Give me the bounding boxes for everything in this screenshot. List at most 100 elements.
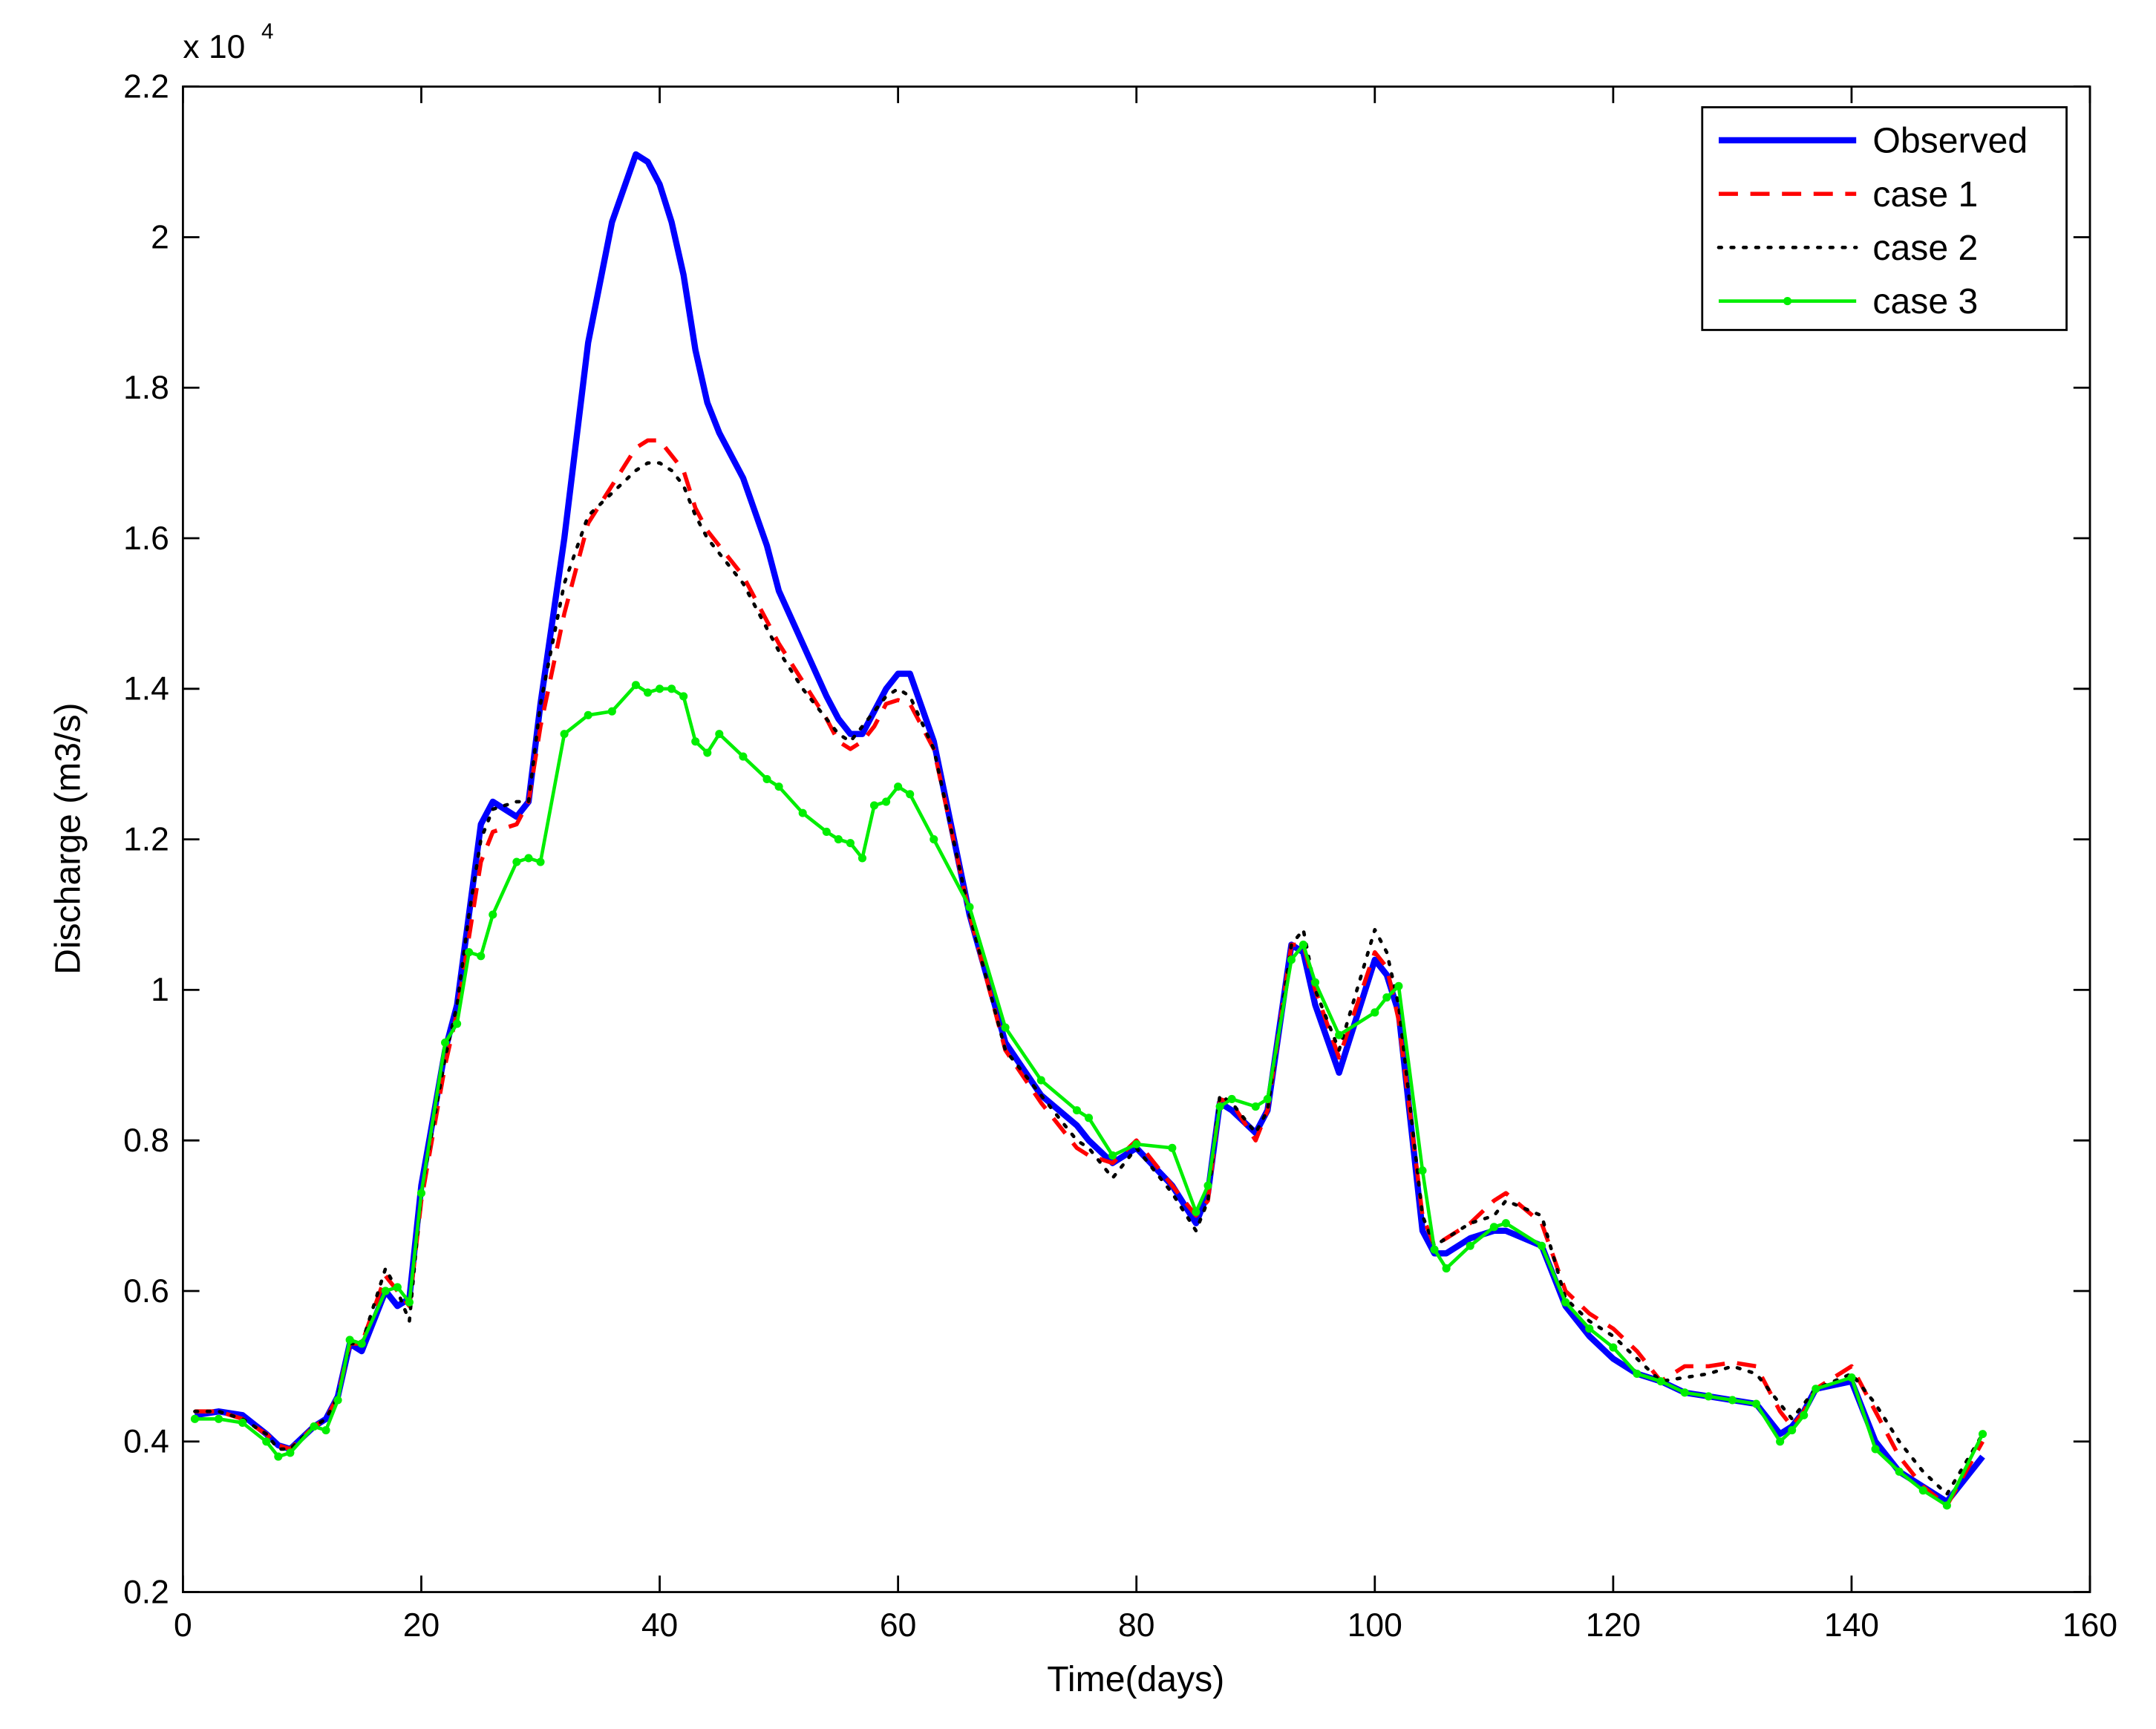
data-point: [1394, 981, 1403, 990]
data-point: [1227, 1094, 1236, 1103]
x-tick-label: 60: [880, 1607, 916, 1644]
y-multiplier-exponent: 4: [261, 19, 273, 44]
data-point: [286, 1448, 295, 1457]
data-point: [1633, 1369, 1642, 1379]
data-point: [1537, 1241, 1546, 1250]
data-point: [1430, 1245, 1439, 1254]
data-point: [1656, 1377, 1665, 1386]
data-point: [1680, 1388, 1689, 1397]
y-tick-label: 2.2: [123, 68, 169, 105]
data-point: [1168, 1143, 1177, 1152]
data-point: [1918, 1486, 1927, 1495]
data-point: [214, 1414, 223, 1423]
x-tick-label: 0: [174, 1607, 192, 1644]
data-point: [524, 854, 533, 863]
data-point: [798, 808, 807, 817]
y-tick-label: 1: [151, 972, 169, 1008]
x-tick-label: 140: [1824, 1607, 1879, 1644]
y-tick-label: 0.6: [123, 1273, 169, 1310]
data-point: [715, 730, 724, 739]
data-point: [262, 1437, 271, 1446]
legend-label: case 3: [1872, 281, 1978, 321]
x-tick-label: 40: [641, 1607, 678, 1644]
data-point: [489, 910, 497, 919]
data-point: [1812, 1385, 1820, 1393]
data-point: [1442, 1264, 1451, 1273]
legend-marker: [1783, 297, 1792, 306]
data-point: [1489, 1223, 1498, 1232]
data-point: [1310, 978, 1320, 987]
y-axis-label: Discharge (m3/s): [48, 702, 88, 974]
data-point: [1751, 1399, 1761, 1408]
data-point: [739, 752, 748, 761]
data-point: [1084, 1114, 1094, 1122]
data-point: [1609, 1343, 1618, 1352]
data-point: [1192, 1207, 1200, 1217]
data-point: [679, 692, 688, 701]
data-point: [477, 952, 486, 961]
data-point: [1585, 1324, 1594, 1333]
x-axis-label: Time(days): [1047, 1659, 1224, 1699]
y-tick-label: 0.4: [123, 1424, 169, 1460]
data-point: [1871, 1445, 1880, 1454]
data-point: [190, 1414, 199, 1423]
data-point: [858, 854, 867, 863]
data-point: [1776, 1437, 1785, 1446]
data-point: [930, 835, 938, 844]
data-point: [1704, 1392, 1713, 1401]
data-point: [381, 1287, 390, 1295]
data-point: [846, 839, 855, 848]
data-point: [1251, 1102, 1260, 1111]
data-point: [1108, 1151, 1117, 1160]
data-point: [869, 801, 879, 810]
data-point: [906, 790, 915, 799]
data-point: [1215, 1102, 1224, 1111]
data-point: [1203, 1181, 1212, 1190]
data-point: [453, 1019, 462, 1028]
legend-box: [1701, 106, 2068, 331]
data-point: [1371, 1008, 1379, 1017]
data-point: [607, 707, 616, 716]
x-tick-label: 120: [1586, 1607, 1641, 1644]
y-tick-label: 0.2: [123, 1574, 169, 1610]
data-point: [1978, 1430, 1987, 1439]
plot-frame: [181, 85, 2091, 1593]
y-tick-label: 1.8: [123, 370, 169, 406]
data-point: [1298, 941, 1308, 950]
data-point: [321, 1425, 330, 1435]
data-point: [1335, 1030, 1344, 1039]
data-point: [584, 710, 592, 719]
y-tick-label: 1.2: [123, 821, 169, 857]
data-point: [465, 948, 474, 957]
data-point: [1728, 1396, 1737, 1405]
data-point: [238, 1418, 247, 1427]
data-point: [310, 1422, 318, 1431]
data-point: [560, 730, 569, 739]
data-point: [274, 1452, 283, 1461]
data-point: [1501, 1219, 1510, 1228]
data-point: [1788, 1425, 1797, 1435]
legend-label: case 2: [1872, 228, 1978, 268]
y-multiplier: x 10: [183, 29, 245, 65]
data-point: [536, 857, 545, 866]
x-tick-label: 80: [1118, 1607, 1154, 1644]
data-point: [416, 1189, 426, 1197]
series-line: [195, 683, 1984, 1508]
data-point: [822, 827, 831, 837]
x-tick-label: 20: [403, 1607, 440, 1644]
data-point: [655, 684, 664, 693]
data-point: [762, 774, 771, 784]
data-point: [1466, 1241, 1474, 1250]
data-point: [643, 688, 653, 697]
y-tick-label: 1.6: [123, 520, 169, 557]
data-point: [405, 1298, 414, 1307]
y-tick-label: 1.4: [123, 671, 169, 707]
y-tick-label: 2: [151, 219, 169, 255]
x-tick-label: 160: [2062, 1607, 2117, 1644]
series-line: [193, 461, 1984, 1497]
data-point: [1382, 993, 1391, 1002]
data-point: [882, 797, 891, 806]
data-point: [441, 1038, 450, 1047]
